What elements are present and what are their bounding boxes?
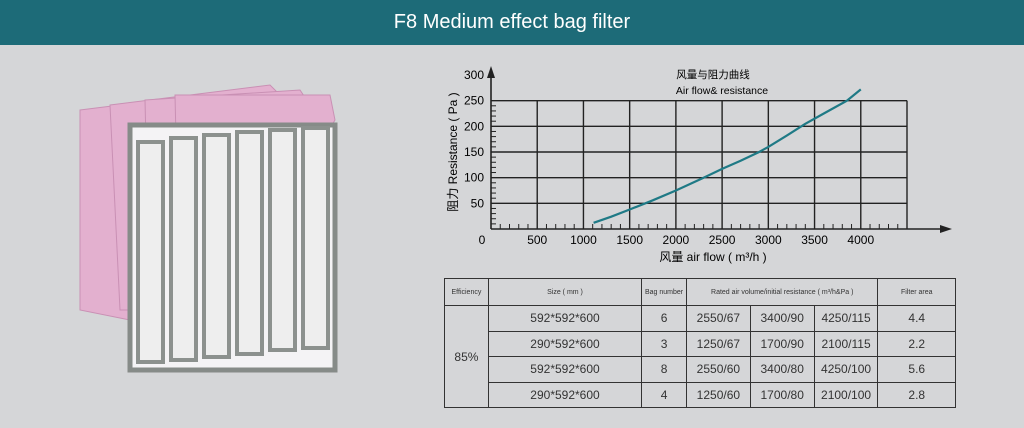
cell-r1: 2550/67 — [685, 305, 751, 332]
cell-size: 290*592*600 — [487, 381, 643, 408]
header-rated: Rated air volume/initial resistance ( m³… — [685, 278, 879, 306]
x-tick-label: 3000 — [755, 233, 782, 247]
header-size: Size ( mm ) — [487, 278, 643, 306]
table-row: 592*592*600 8 2550/60 3400/80 4250/100 5.6 — [445, 356, 956, 383]
header-area: Filter area — [877, 278, 956, 306]
cell-r2: 1700/90 — [749, 330, 815, 357]
bag-filter-image — [79, 84, 338, 373]
y-axis-arrow-icon — [487, 66, 495, 78]
y-tick-label: 150 — [464, 145, 484, 159]
cell-area: 4.4 — [877, 305, 956, 332]
x-tick-label: 3500 — [801, 233, 828, 247]
x-axis-arrow-icon — [940, 225, 952, 233]
cell-r3: 4250/115 — [813, 305, 879, 332]
cell-size: 592*592*600 — [487, 305, 643, 332]
header-bags: Bag number — [641, 278, 687, 306]
cell-r3: 2100/115 — [813, 330, 879, 357]
cell-r3: 4250/100 — [813, 356, 879, 383]
cell-r2: 3400/80 — [749, 356, 815, 383]
cell-r1: 1250/60 — [685, 381, 751, 408]
table-row: 85% 592*592*600 6 2550/67 3400/90 4250/115 4.4 — [444, 305, 956, 408]
y-tick-label: 50 — [471, 196, 485, 210]
x-tick-label: 4000 — [847, 233, 874, 247]
x-tick-label: 2500 — [709, 233, 736, 247]
cell-r3: 2100/100 — [813, 381, 879, 408]
header-efficiency: Efficiency — [444, 278, 489, 306]
y-tick-label: 250 — [464, 94, 484, 108]
x-tick-label: 500 — [527, 233, 547, 247]
y-tick-label: 300 — [464, 68, 484, 82]
cell-bags: 4 — [641, 381, 687, 408]
spec-table: Efficiency Size ( mm ) Bag number Rated … — [444, 278, 956, 408]
efficiency-cell: 85% — [444, 305, 489, 408]
x-tick-label: 0 — [479, 233, 486, 247]
cell-size: 290*592*600 — [487, 330, 643, 357]
cell-r1: 2550/60 — [685, 356, 751, 383]
cell-area: 2.2 — [877, 330, 956, 357]
cell-r2: 1700/80 — [749, 381, 815, 408]
x-axis-label: 风量 air flow ( m³/h ) — [659, 250, 766, 264]
chart-title: Air flow& resistance — [676, 85, 768, 97]
x-tick-label: 2000 — [663, 233, 690, 247]
x-tick-label: 1000 — [570, 233, 597, 247]
table-row: 290*592*600 4 1250/60 1700/80 2100/100 2.8 — [445, 381, 956, 408]
y-tick-label: 200 — [464, 119, 484, 133]
cell-area: 5.6 — [877, 356, 956, 383]
page-title: F8 Medium effect bag filter — [0, 0, 1024, 45]
cell-bags: 3 — [641, 330, 687, 357]
cell-r1: 1250/67 — [685, 330, 751, 357]
cell-size: 592*592*600 — [487, 356, 643, 383]
series-line — [593, 88, 862, 224]
y-tick-label: 100 — [464, 171, 484, 185]
y-axis-label: 阻力 Resistance ( Pa ) — [446, 92, 460, 211]
x-tick-label: 1500 — [616, 233, 643, 247]
chart-title-cn: 风量与阻力曲线 — [676, 68, 750, 81]
cell-bags: 8 — [641, 356, 687, 383]
cell-area: 2.8 — [877, 381, 956, 408]
cell-r2: 3400/90 — [749, 305, 815, 332]
cell-bags: 6 — [641, 305, 687, 332]
table-row: 290*592*600 3 1250/67 1700/90 2100/115 2.2 — [445, 330, 956, 357]
